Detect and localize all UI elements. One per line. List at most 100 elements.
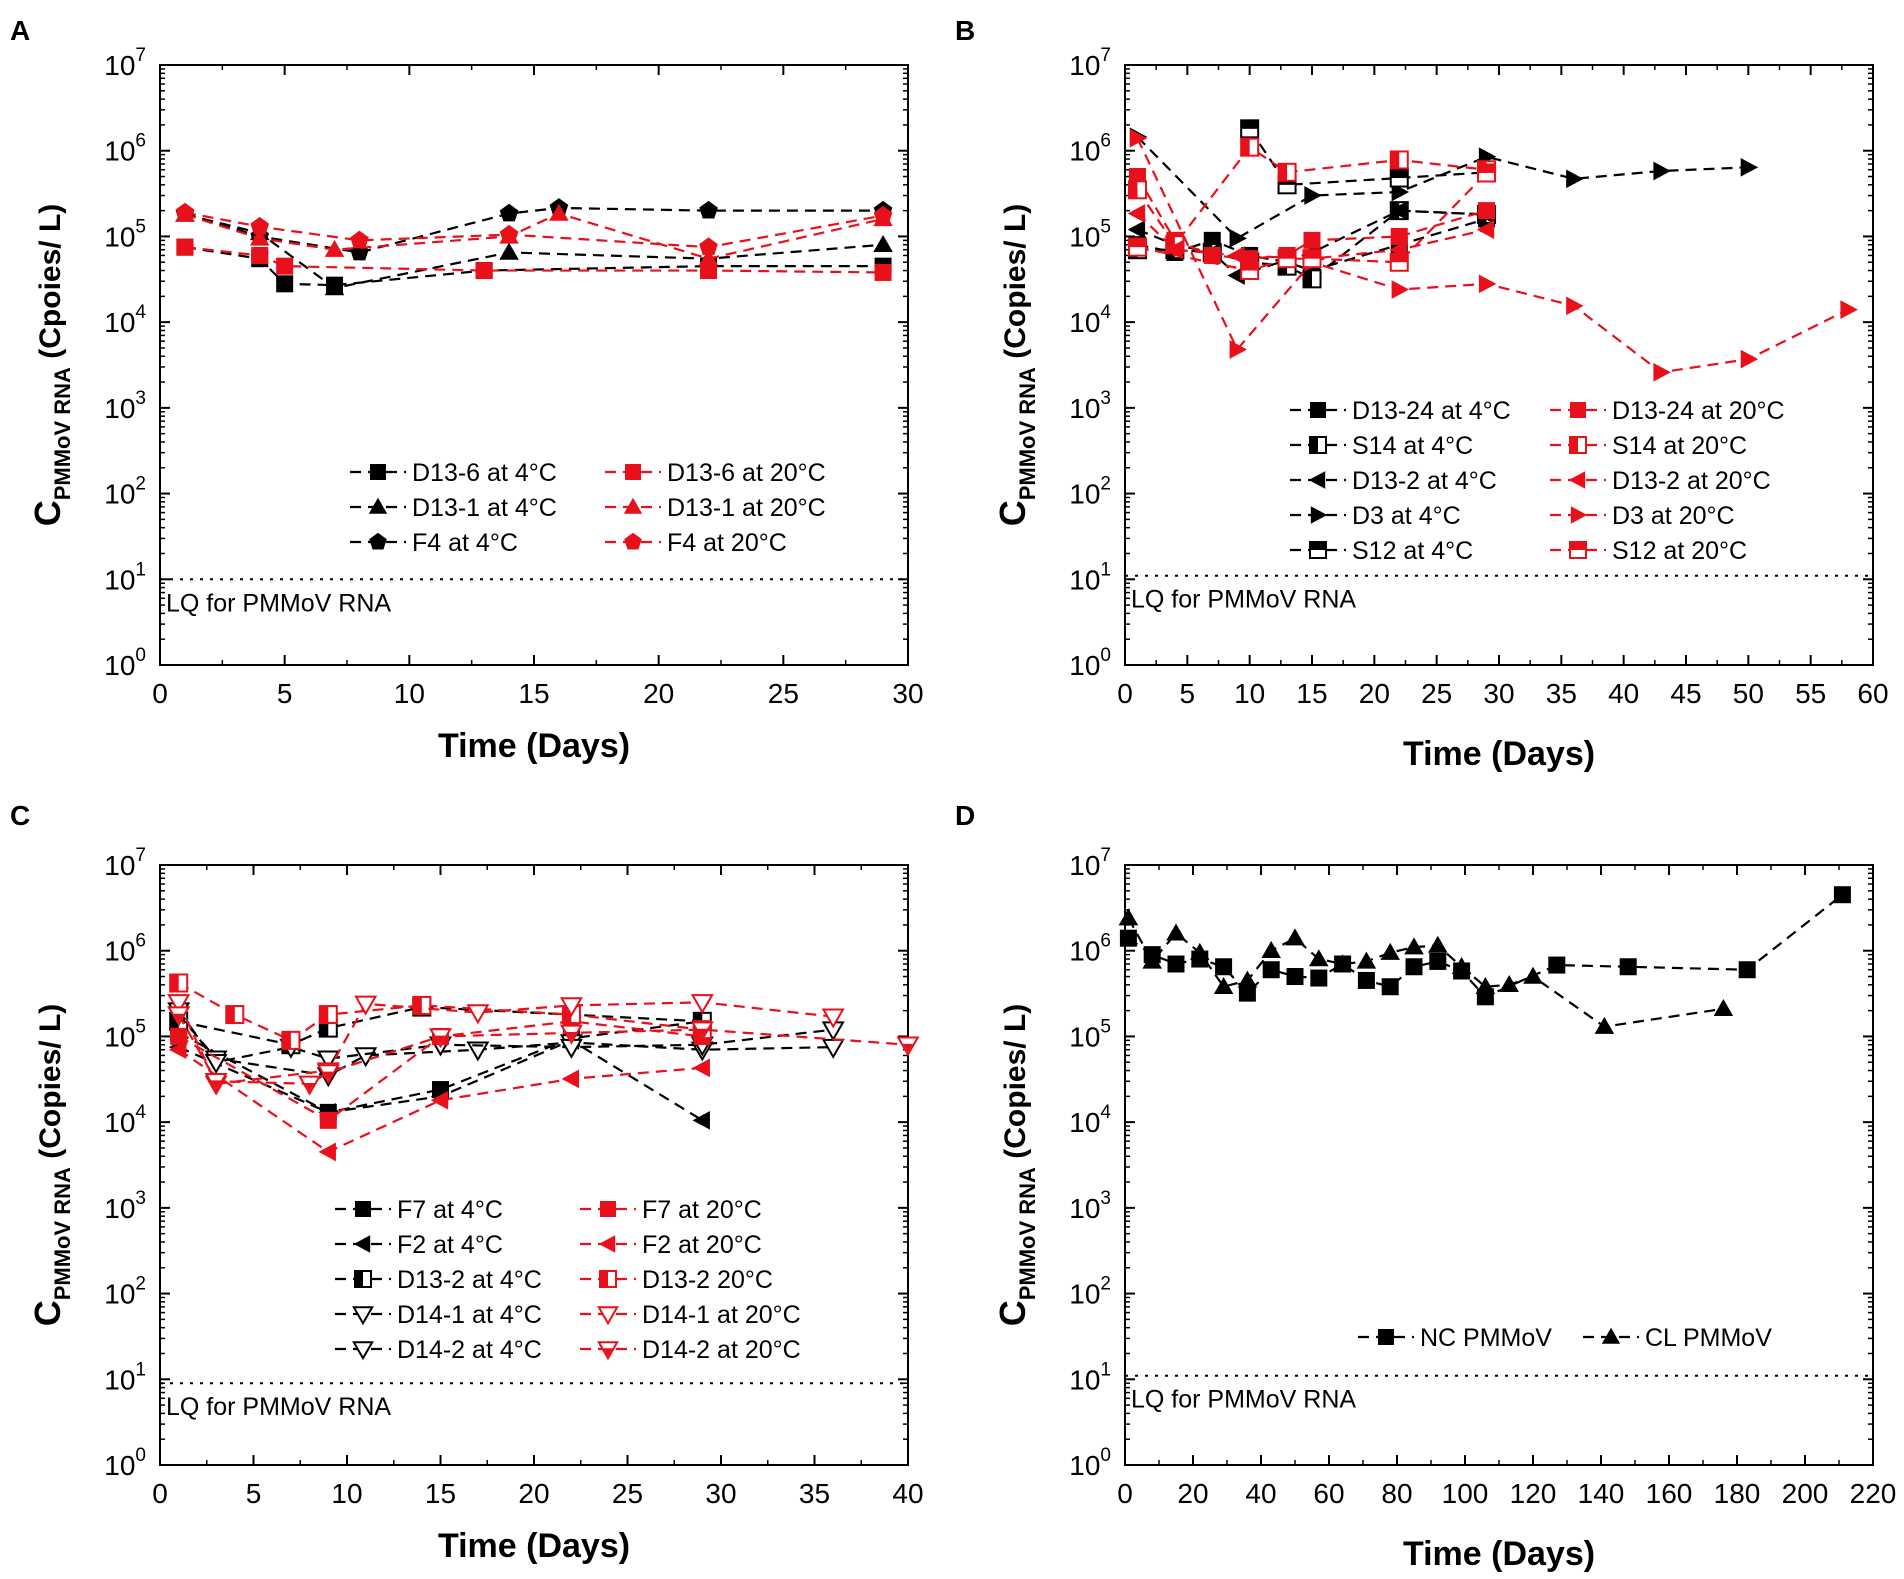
legend-label: F2 at 20°C	[642, 1231, 762, 1259]
data-point	[1277, 162, 1297, 182]
series-line	[184, 206, 884, 254]
data-point	[1653, 161, 1671, 181]
legend-label: D13-1 at 4°C	[412, 494, 557, 522]
legend-label: D13-2 at 20°C	[1612, 467, 1771, 495]
y-tick-label: 103	[104, 388, 146, 424]
data-point	[698, 248, 719, 266]
lq-label: LQ for PMMoV RNA	[1131, 586, 1356, 614]
data-point	[319, 1111, 337, 1129]
data-point	[1237, 970, 1258, 988]
x-tick-label: 0	[1117, 1478, 1133, 1509]
y-tick-label: 103	[1069, 1188, 1111, 1224]
panel-letter: A	[10, 15, 30, 46]
legend-entry: D14-1 at 20°C	[580, 1301, 801, 1329]
series-line	[177, 1014, 909, 1085]
legend-entry: D13-24 at 20°C	[1550, 397, 1785, 425]
x-tick-label: 10	[331, 1478, 362, 1509]
y-tick-label: 102	[104, 1274, 146, 1310]
legend: D13-6 at 4°C D13-1 at 4°C F4 at 4°C D13-6 a…	[350, 459, 826, 557]
legend-marker	[1570, 506, 1588, 524]
series-d14-2-at-4-c	[167, 1002, 845, 1075]
series-d13-1-at-20-c	[175, 203, 893, 266]
legend-marker	[624, 532, 642, 550]
data-point	[1566, 296, 1584, 316]
legend-entry: S14 at 4°C	[1290, 432, 1473, 460]
y-tick-label: 107	[104, 45, 146, 81]
data-point	[1310, 969, 1328, 987]
x-tick-label: 25	[1421, 678, 1452, 709]
data-point	[1215, 958, 1233, 976]
data-point	[466, 1041, 490, 1062]
series-d14-1-at-20-c	[167, 994, 845, 1096]
legend-marker	[1569, 436, 1587, 454]
panel-letter: D	[955, 800, 975, 831]
legend-label: D3 at 20°C	[1612, 502, 1735, 530]
data-point	[1213, 976, 1234, 994]
series-nc-pmmov	[1119, 886, 1851, 1006]
legend-marker	[623, 497, 643, 514]
data-point	[1380, 942, 1400, 960]
data-point	[1381, 978, 1399, 996]
data-point	[412, 995, 432, 1015]
data-point	[204, 1054, 228, 1075]
data-point	[1119, 929, 1137, 947]
legend-label: S14 at 4°C	[1352, 432, 1473, 460]
data-point	[324, 278, 345, 296]
legend-entry: NC PMMoV	[1358, 1324, 1552, 1352]
data-point	[1356, 951, 1377, 969]
legend-label: D13-2 20°C	[642, 1266, 773, 1294]
x-tick-label: 5	[246, 1478, 262, 1509]
legend-label: D13-2 at 4°C	[397, 1266, 542, 1294]
x-tick-label: 35	[1546, 678, 1577, 709]
data-point	[1619, 958, 1637, 976]
data-point	[1165, 240, 1183, 260]
data-point	[874, 263, 892, 281]
x-tick-label: 5	[277, 678, 293, 709]
x-tick-label: 30	[1483, 678, 1514, 709]
y-tick-label: 100	[1069, 645, 1111, 681]
legend-marker	[370, 464, 386, 480]
x-tick-label: 120	[1510, 1478, 1557, 1509]
lq-label: LQ for PMMoV RNA	[1131, 1386, 1356, 1414]
data-point	[1840, 300, 1858, 319]
legend-marker	[368, 497, 388, 514]
legend-label: F7 at 20°C	[642, 1196, 762, 1224]
x-tick-label: 60	[1857, 678, 1888, 709]
data-point	[1475, 976, 1496, 994]
data-point	[1127, 220, 1146, 239]
legend-marker	[1309, 436, 1327, 454]
series-s12-at-4-c	[1240, 119, 1497, 195]
x-tick-label: 40	[1608, 678, 1639, 709]
legend: D13-24 at 4°C S14 at 4°C D13-2 at 4°C D3 at…	[1290, 397, 1785, 565]
y-tick-label: 102	[1069, 1274, 1111, 1310]
x-tick-label: 15	[1296, 678, 1327, 709]
legend-marker	[600, 1201, 616, 1217]
legend-label: S14 at 20°C	[1612, 432, 1747, 460]
x-tick-label: 200	[1782, 1478, 1829, 1509]
data-point	[1451, 956, 1472, 974]
y-tick-label: 104	[104, 1102, 146, 1138]
data-point	[350, 230, 369, 249]
data-point	[499, 203, 519, 222]
x-axis-label: Time (Days)	[438, 727, 630, 765]
x-tick-label: 45	[1670, 678, 1701, 709]
data-point	[873, 234, 893, 252]
data-point	[249, 228, 270, 246]
data-point	[225, 1005, 245, 1025]
legend-marker	[1308, 471, 1326, 489]
data-point	[276, 275, 294, 293]
lq-label: LQ for PMMoV RNA	[166, 589, 391, 617]
data-point	[1389, 150, 1409, 170]
lq-label: LQ for PMMoV RNA	[166, 1393, 391, 1421]
data-point	[821, 1038, 845, 1059]
x-tick-label: 20	[1177, 1478, 1208, 1509]
legend-entry: S14 at 20°C	[1550, 432, 1747, 460]
legend-entry: F4 at 20°C	[605, 529, 787, 557]
data-point	[1405, 958, 1423, 976]
legend: F7 at 4°C F2 at 4°C D13-2 at 4°C D14-1 at 4…	[335, 1196, 801, 1364]
data-point	[1262, 961, 1280, 979]
data-point	[1476, 220, 1495, 239]
data-point	[204, 1073, 228, 1094]
x-tick-label: 160	[1646, 1478, 1693, 1509]
